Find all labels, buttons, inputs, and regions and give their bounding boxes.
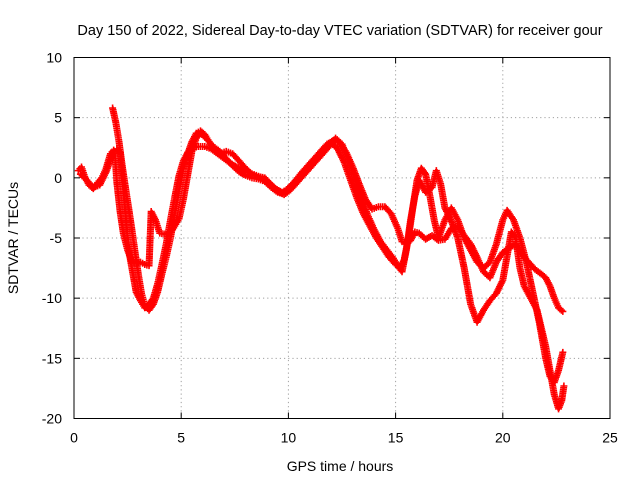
y-axis-label: SDTVAR / TECUs [5, 182, 21, 294]
x-tick-label: 5 [177, 430, 185, 446]
data-point [560, 382, 568, 390]
y-tick-label: 5 [54, 110, 62, 126]
x-tick-label: 15 [388, 430, 404, 446]
data-point [559, 348, 567, 356]
data-point [557, 306, 565, 314]
data-point [421, 169, 429, 177]
y-tick-label: -20 [42, 411, 62, 427]
y-tick-label: -5 [50, 230, 63, 246]
plot-area [74, 104, 568, 413]
data-series-3 [109, 104, 568, 413]
y-tick-label: 10 [46, 50, 62, 66]
data-point [511, 232, 519, 240]
x-tick-label: 0 [70, 430, 78, 446]
y-tick-label: -10 [42, 290, 62, 306]
x-tick-label: 20 [495, 430, 511, 446]
x-tick-label: 25 [602, 430, 618, 446]
y-tick-label: 0 [54, 170, 62, 186]
y-tick-label: -15 [42, 350, 62, 366]
grid [74, 57, 610, 419]
data-series-2 [76, 129, 567, 315]
axis-ticks: 0 5 10 15 20 25 -20 -15 -10 -5 0 5 10 [42, 50, 618, 446]
x-axis-label: GPS time / hours [287, 458, 394, 474]
chart-title: Day 150 of 2022, Sidereal Day-to-day VTE… [77, 23, 602, 39]
data-point [559, 307, 567, 315]
x-tick-label: 10 [281, 430, 297, 446]
